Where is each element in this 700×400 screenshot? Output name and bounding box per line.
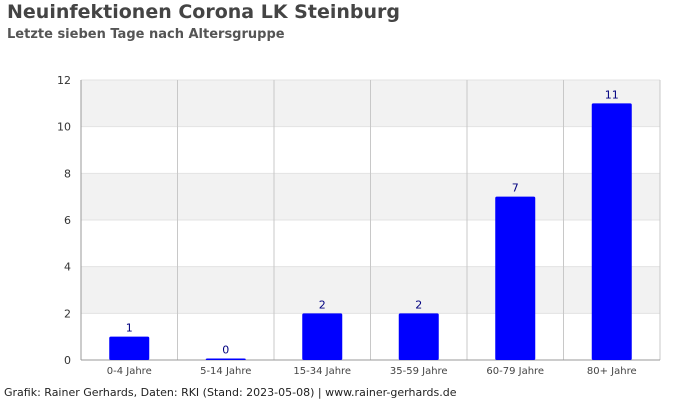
data-label: 1: [126, 322, 133, 335]
bar: [109, 336, 150, 360]
bar: [495, 196, 536, 360]
bar: [205, 358, 246, 360]
data-label: 11: [605, 88, 619, 101]
footer-credit: Grafik: Rainer Gerhards, Daten: RKI (Sta…: [4, 386, 457, 399]
y-tick-label: 6: [64, 214, 71, 227]
x-tick-label: 5-14 Jahre: [200, 366, 251, 377]
chart-title: Neuinfektionen Corona LK Steinburg: [7, 1, 400, 23]
bar: [398, 313, 439, 360]
y-tick-label: 2: [64, 307, 71, 320]
y-tick-label: 8: [64, 167, 71, 180]
bar: [591, 103, 632, 360]
y-tick-label: 4: [64, 261, 71, 274]
x-tick-label: 60-79 Jahre: [486, 366, 544, 377]
y-tick-label: 0: [64, 354, 71, 367]
data-label: 7: [512, 182, 519, 195]
data-label: 0: [222, 344, 229, 357]
x-tick-label: 0-4 Jahre: [107, 366, 152, 377]
y-tick-label: 12: [57, 74, 71, 87]
data-label: 2: [319, 298, 326, 311]
x-tick-label: 35-59 Jahre: [390, 366, 448, 377]
data-label: 2: [415, 298, 422, 311]
y-tick-label: 10: [57, 121, 71, 134]
x-tick-label: 80+ Jahre: [587, 366, 637, 377]
bar: [302, 313, 343, 360]
x-tick-label: 15-34 Jahre: [293, 366, 351, 377]
chart-subtitle: Letzte sieben Tage nach Altersgruppe: [7, 27, 285, 42]
